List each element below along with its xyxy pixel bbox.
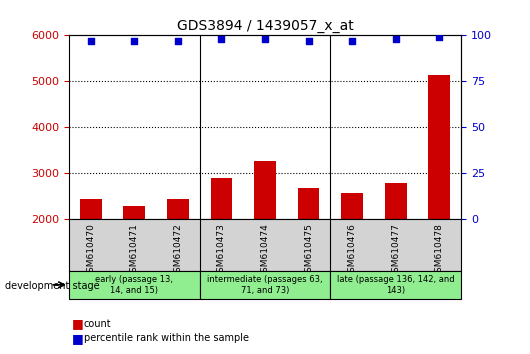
Bar [341,193,363,219]
Bar [428,74,450,219]
Text: ■: ■ [72,318,83,330]
Text: GSM610472: GSM610472 [173,224,182,278]
Bar [80,199,102,219]
Text: GSM610474: GSM610474 [261,224,269,278]
Point [130,38,138,44]
Point [304,38,313,44]
Text: ■: ■ [72,332,83,344]
Text: count: count [84,319,111,329]
Text: development stage: development stage [5,281,100,291]
Point [174,38,182,44]
Text: intermediate (passages 63,
71, and 73): intermediate (passages 63, 71, and 73) [207,275,323,295]
Bar [69,219,461,271]
Point [86,38,95,44]
Bar [385,183,407,219]
Bar [210,178,232,219]
Bar [298,188,320,219]
Text: GSM610471: GSM610471 [130,224,139,279]
Point [217,36,226,42]
Text: GSM610476: GSM610476 [348,224,357,279]
Title: GDS3894 / 1439057_x_at: GDS3894 / 1439057_x_at [176,19,354,33]
Text: early (passage 13,
14, and 15): early (passage 13, 14, and 15) [95,275,173,295]
Bar [254,161,276,219]
Text: percentile rank within the sample: percentile rank within the sample [84,333,249,343]
Text: late (passage 136, 142, and
143): late (passage 136, 142, and 143) [337,275,455,295]
Bar [200,271,330,299]
Point [348,38,356,44]
Text: GSM610478: GSM610478 [435,224,444,279]
Bar [69,271,200,299]
Bar [123,206,145,219]
Text: GSM610477: GSM610477 [391,224,400,279]
Text: GSM610473: GSM610473 [217,224,226,279]
Bar [330,271,461,299]
Point [392,36,400,42]
Bar [167,199,189,219]
Point [261,36,269,42]
Text: GSM610475: GSM610475 [304,224,313,279]
Point [435,34,444,40]
Text: GSM610470: GSM610470 [86,224,95,279]
